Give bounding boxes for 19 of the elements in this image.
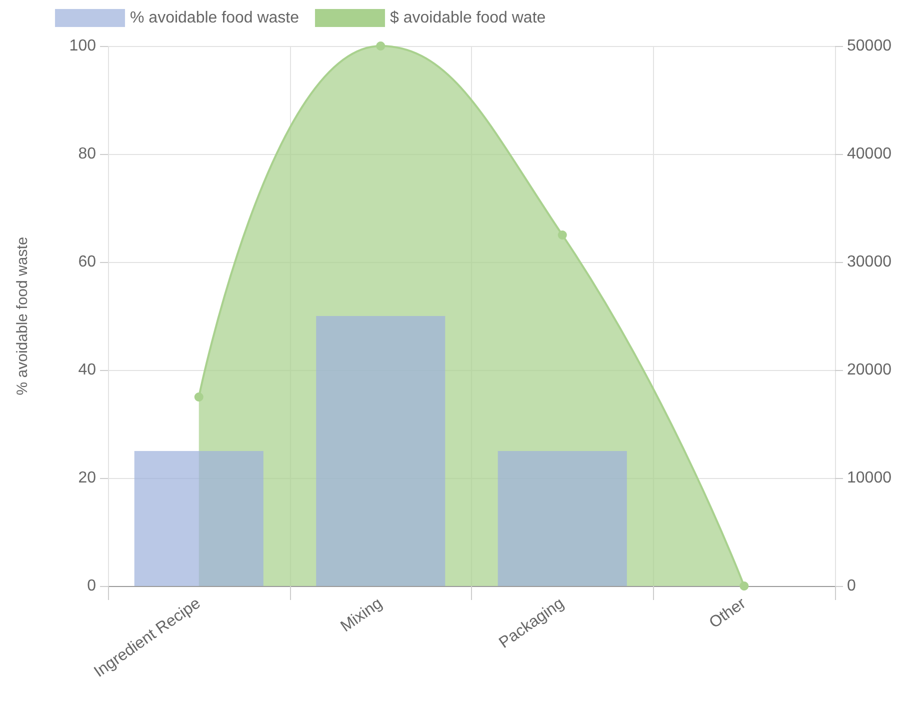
point (376, 42, 386, 50)
y-tick-label: 80 (78, 146, 96, 162)
y-tick-label: 100 (69, 38, 96, 54)
y-tick-label: 40 (78, 362, 96, 378)
y2-tick-label: 0 (847, 578, 856, 594)
point (740, 582, 749, 590)
y-axis-title: % avoidable food waste (14, 236, 31, 396)
y2-tick-label: 30000 (847, 254, 892, 270)
point (558, 230, 567, 240)
legend-label: % avoidable food waste (130, 10, 300, 26)
y-tick-label: 20 (78, 470, 96, 486)
legend-label: $ avoidable food wate (390, 10, 546, 26)
point (194, 392, 204, 402)
y-tick-label: 0 (87, 578, 96, 594)
y-tick-label: 60 (78, 254, 96, 270)
y2-tick-label: 10000 (847, 470, 892, 486)
y2-tick-label: 40000 (847, 146, 892, 162)
y2-tick-label: 20000 (847, 362, 892, 378)
y2-tick-label: 50000 (847, 38, 892, 54)
